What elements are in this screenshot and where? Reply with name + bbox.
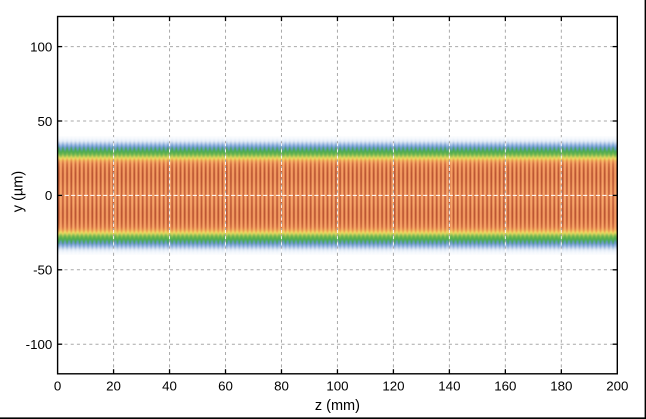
svg-text:0: 0 [45,188,52,203]
svg-text:100: 100 [30,39,52,54]
svg-text:200: 200 [606,378,628,393]
svg-text:160: 160 [494,378,516,393]
svg-text:140: 140 [438,378,460,393]
svg-text:100: 100 [326,378,348,393]
svg-text:-100: -100 [26,337,53,352]
svg-text:50: 50 [38,114,53,129]
svg-text:20: 20 [106,378,121,393]
svg-text:180: 180 [550,378,572,393]
svg-text:80: 80 [274,378,289,393]
svg-text:0: 0 [54,378,61,393]
svg-text:120: 120 [382,378,404,393]
svg-text:z (mm): z (mm) [315,398,360,414]
svg-text:y (µm): y (µm) [10,171,26,212]
svg-text:-50: -50 [33,263,52,278]
svg-text:40: 40 [162,378,177,393]
svg-text:60: 60 [218,378,233,393]
